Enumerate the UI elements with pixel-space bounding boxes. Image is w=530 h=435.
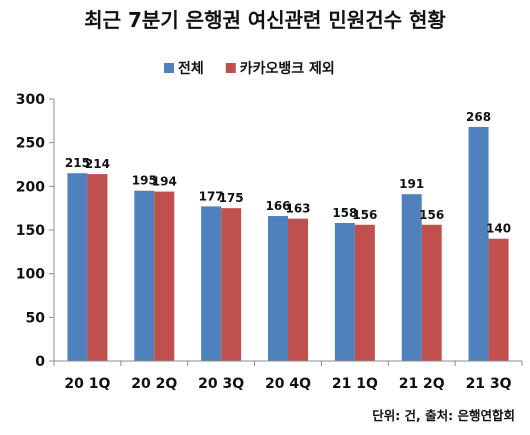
bar-excl-kakaobank bbox=[421, 224, 442, 361]
data-label: 163 bbox=[285, 202, 310, 216]
bar-excl-kakaobank bbox=[221, 208, 242, 361]
bar-total bbox=[334, 223, 355, 361]
bar-excl-kakaobank bbox=[488, 238, 509, 361]
data-label: 140 bbox=[486, 222, 511, 236]
y-tick-label: 200 bbox=[16, 179, 45, 195]
data-label: 194 bbox=[152, 175, 177, 189]
data-label: 166 bbox=[265, 199, 290, 213]
data-label: 158 bbox=[332, 206, 357, 220]
x-tick-label: 21 3Q bbox=[466, 376, 512, 392]
bar-total bbox=[401, 194, 422, 361]
bar-excl-kakaobank bbox=[87, 174, 108, 361]
bar-excl-kakaobank bbox=[354, 224, 375, 361]
bar-total bbox=[67, 173, 88, 361]
bar-total bbox=[468, 126, 489, 362]
legend-swatch-0 bbox=[164, 63, 174, 73]
legend-label-1: 카카오뱅크 제외 bbox=[240, 60, 335, 77]
legend-swatch-1 bbox=[225, 63, 236, 73]
bar-excl-kakaobank bbox=[288, 218, 308, 361]
bar-total bbox=[268, 216, 288, 361]
x-tick-label: 21 2Q bbox=[399, 376, 445, 392]
y-axis: 0 50 100 150 200 250 300 bbox=[16, 92, 55, 370]
data-label: 156 bbox=[419, 208, 444, 222]
data-label: 215 bbox=[65, 156, 90, 170]
y-tick-label: 150 bbox=[16, 223, 45, 239]
data-label: 214 bbox=[85, 157, 110, 171]
bar-total bbox=[134, 190, 155, 361]
y-tick-label: 100 bbox=[16, 267, 45, 283]
y-tick-label: 250 bbox=[16, 136, 45, 152]
y-tick-label: 300 bbox=[16, 92, 45, 108]
y-tick-label: 0 bbox=[35, 354, 45, 370]
legend: 전체 카카오뱅크 제외 bbox=[164, 60, 335, 77]
y-tick-label: 50 bbox=[26, 310, 46, 326]
x-axis: 20 1Q 20 2Q 20 3Q 20 4Q 21 1Q 21 2Q 21 3Q bbox=[53, 360, 523, 392]
legend-label-0: 전체 bbox=[178, 60, 204, 77]
data-label: 177 bbox=[199, 189, 224, 203]
data-label: 175 bbox=[219, 191, 244, 205]
data-label: 156 bbox=[352, 208, 377, 222]
x-tick-label: 20 4Q bbox=[265, 376, 311, 392]
x-tick-label: 20 1Q bbox=[64, 376, 110, 392]
data-label: 191 bbox=[399, 177, 424, 191]
footnote: 단위: 건, 출처: 은행연합회 bbox=[372, 408, 515, 423]
x-tick-label: 21 1Q bbox=[332, 376, 378, 392]
data-label: 268 bbox=[466, 110, 491, 124]
data-label: 195 bbox=[132, 174, 157, 188]
bar-excl-kakaobank bbox=[154, 191, 175, 361]
x-tick-label: 20 3Q bbox=[198, 376, 244, 392]
x-tick-label: 20 2Q bbox=[131, 376, 177, 392]
chart-title: 최근 7분기 은행권 여신관련 민원건수 현황 bbox=[84, 8, 446, 32]
bar-total bbox=[201, 206, 222, 361]
